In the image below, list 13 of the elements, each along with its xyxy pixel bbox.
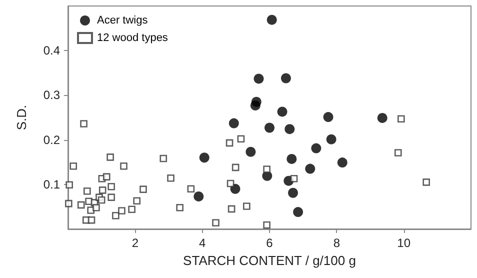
y-tick-label: 0.2 — [43, 132, 60, 147]
y-tick-label: 0.4 — [43, 44, 60, 58]
x-axis-title: STARCH CONTENT / g/100 g — [183, 252, 356, 268]
x-tick-label: 4 — [198, 236, 206, 250]
x-tick-label: 10 — [397, 236, 411, 250]
x-tick-label: 6 — [266, 236, 274, 250]
y-axis-title: S.D. — [14, 104, 29, 130]
legend-label: 12 wood types — [97, 32, 168, 44]
y-tick-label: 0.1 — [43, 177, 60, 192]
x-tick-label: 2 — [132, 236, 139, 250]
legend-label: Acer twigs — [97, 14, 148, 26]
y-tick-label: 0.3 — [43, 88, 60, 102]
x-tick-label: 8 — [333, 236, 340, 250]
